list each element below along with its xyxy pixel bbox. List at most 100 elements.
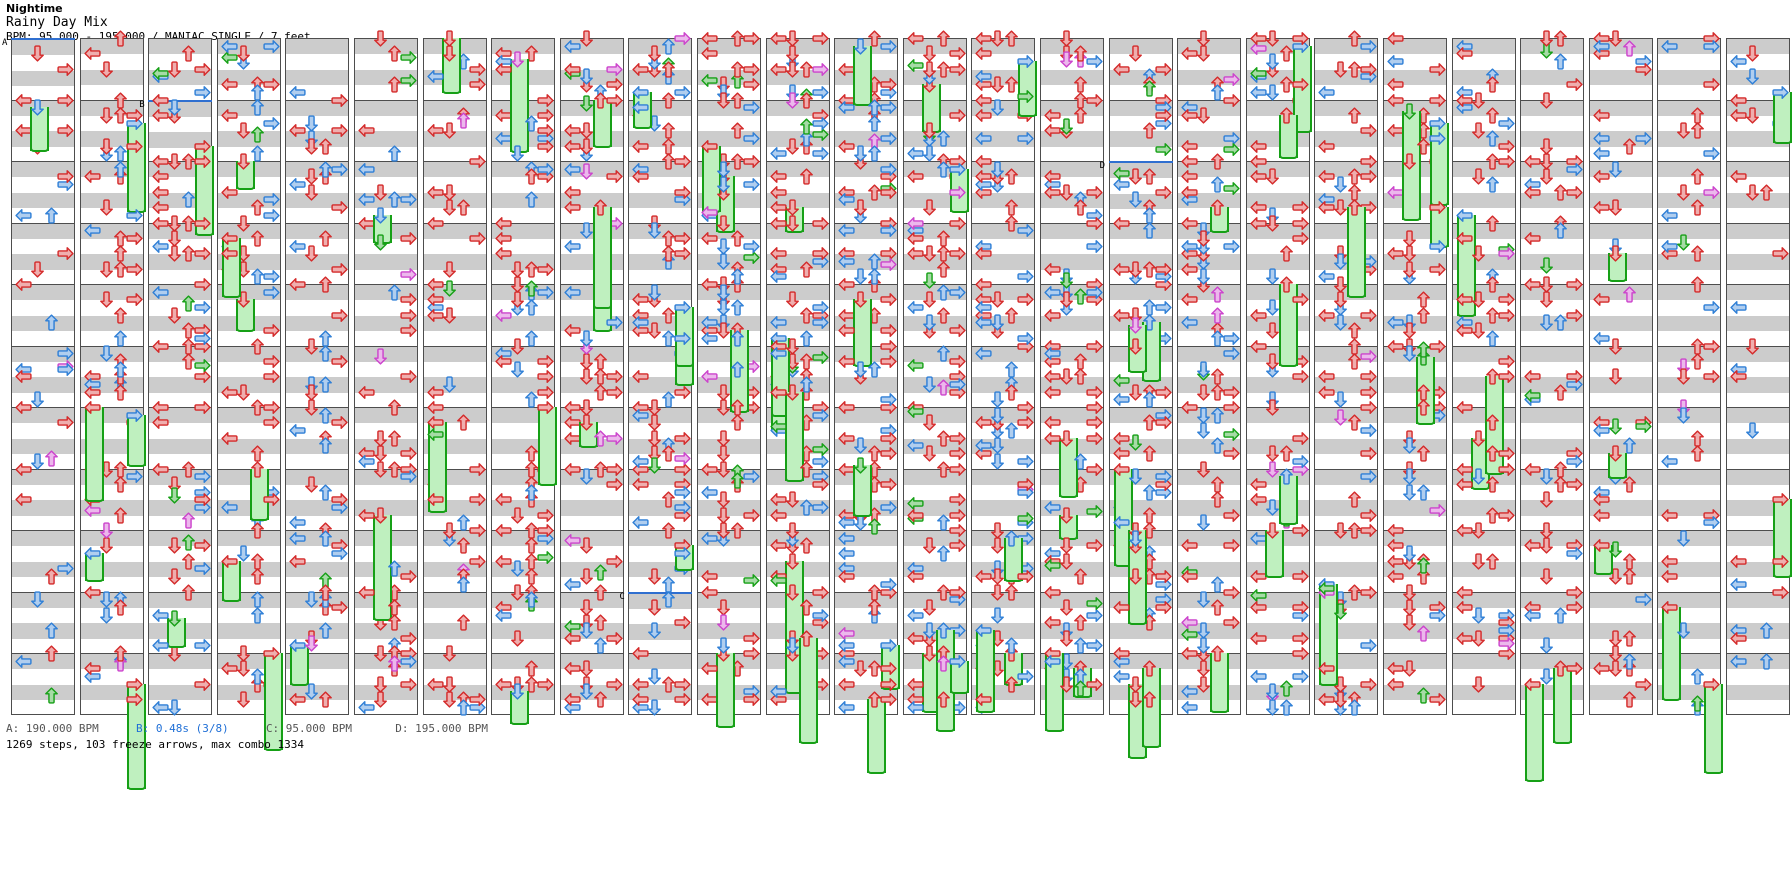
note-arrow	[811, 313, 830, 332]
beat-band	[149, 561, 212, 578]
note-arrow	[316, 275, 335, 294]
beat-band	[149, 285, 212, 301]
freeze-tail	[1525, 772, 1545, 783]
note-arrow	[399, 229, 418, 248]
note-arrow	[769, 244, 788, 263]
note-arrow	[426, 290, 445, 309]
note-arrow	[1455, 598, 1474, 617]
note-arrow	[645, 598, 664, 617]
measure	[79, 284, 144, 346]
note-arrow	[1317, 579, 1336, 598]
note-arrow	[234, 690, 253, 709]
beat-band	[217, 223, 280, 239]
note-arrow	[220, 75, 239, 94]
note-arrow	[1345, 106, 1364, 125]
note-arrow	[316, 529, 335, 548]
freeze-tail	[1210, 702, 1230, 713]
note-arrow	[288, 421, 307, 440]
note-arrow	[1386, 244, 1405, 263]
note-arrow	[316, 229, 335, 248]
note-arrow	[125, 137, 144, 156]
note-arrow	[1291, 29, 1310, 48]
note-arrow	[837, 675, 856, 694]
note-arrow	[742, 629, 761, 648]
beat-band	[149, 654, 212, 670]
note-arrow	[399, 290, 418, 309]
freeze-tail	[592, 299, 612, 310]
note-arrow	[631, 644, 650, 663]
note-arrow	[659, 121, 678, 140]
beat-band	[286, 100, 349, 116]
note-arrow	[1208, 475, 1227, 494]
note-arrow	[563, 37, 582, 56]
note-arrow	[42, 567, 61, 586]
note-arrow	[1414, 398, 1433, 417]
note-arrow	[1414, 556, 1433, 575]
beat-band	[149, 346, 212, 362]
note-arrow	[1180, 536, 1199, 555]
freeze-tail	[798, 733, 818, 744]
note-arrow	[783, 29, 802, 48]
beat-band	[12, 254, 74, 270]
freeze-tail	[633, 118, 653, 129]
note-arrow	[1057, 536, 1076, 555]
freeze-tail	[510, 714, 530, 725]
note-arrow	[631, 452, 650, 471]
song-subtitle: Rainy Day Mix	[6, 15, 108, 30]
beat-band	[355, 500, 417, 516]
beat-band	[12, 346, 74, 362]
note-arrow	[851, 290, 870, 309]
beat-band	[12, 285, 74, 301]
beat-band	[217, 408, 280, 424]
beat-band	[423, 285, 486, 301]
note-arrow	[1606, 417, 1625, 436]
beat-band	[492, 654, 555, 670]
note-arrow	[262, 206, 281, 225]
measure	[491, 222, 556, 284]
note-arrow	[673, 449, 692, 468]
note-arrow	[508, 629, 527, 648]
beat-band	[560, 408, 623, 424]
note-arrow	[700, 367, 719, 386]
beat-band	[12, 469, 74, 485]
note-arrow	[111, 383, 130, 402]
note-arrow	[673, 544, 692, 563]
note-arrow	[700, 229, 719, 248]
note-arrow	[605, 552, 624, 571]
note-arrow	[536, 398, 555, 417]
note-arrow	[1469, 121, 1488, 140]
note-arrow	[302, 634, 321, 653]
note-arrow	[1497, 352, 1516, 371]
freeze-body	[84, 407, 104, 492]
chart-column	[354, 38, 418, 715]
note-arrow	[97, 198, 116, 217]
note-arrow	[193, 152, 212, 171]
note-arrow	[151, 167, 170, 186]
note-arrow	[631, 690, 650, 709]
note-arrow	[1208, 306, 1227, 325]
note-arrow	[1359, 467, 1378, 486]
note-arrow	[330, 598, 349, 617]
note-arrow	[288, 275, 307, 294]
beat-band	[217, 39, 280, 55]
note-arrow	[1291, 598, 1310, 617]
note-arrow	[879, 75, 898, 94]
beat-band	[423, 377, 486, 393]
note-arrow	[1565, 275, 1584, 294]
beat-band	[492, 561, 555, 578]
note-arrow	[1729, 575, 1748, 594]
freeze-tail	[949, 203, 969, 214]
note-arrow	[1455, 629, 1474, 648]
note-arrow	[1428, 260, 1447, 279]
freeze-tail	[30, 141, 49, 152]
note-arrow	[1126, 44, 1145, 63]
beat-band	[12, 500, 74, 516]
measure	[354, 345, 418, 407]
note-arrow	[879, 690, 898, 709]
note-arrow	[1359, 306, 1378, 325]
note-arrow	[1208, 383, 1227, 402]
note-arrow	[920, 44, 939, 63]
note-arrow	[1771, 552, 1790, 571]
note-arrow	[1249, 214, 1268, 233]
note-arrow	[14, 91, 33, 110]
